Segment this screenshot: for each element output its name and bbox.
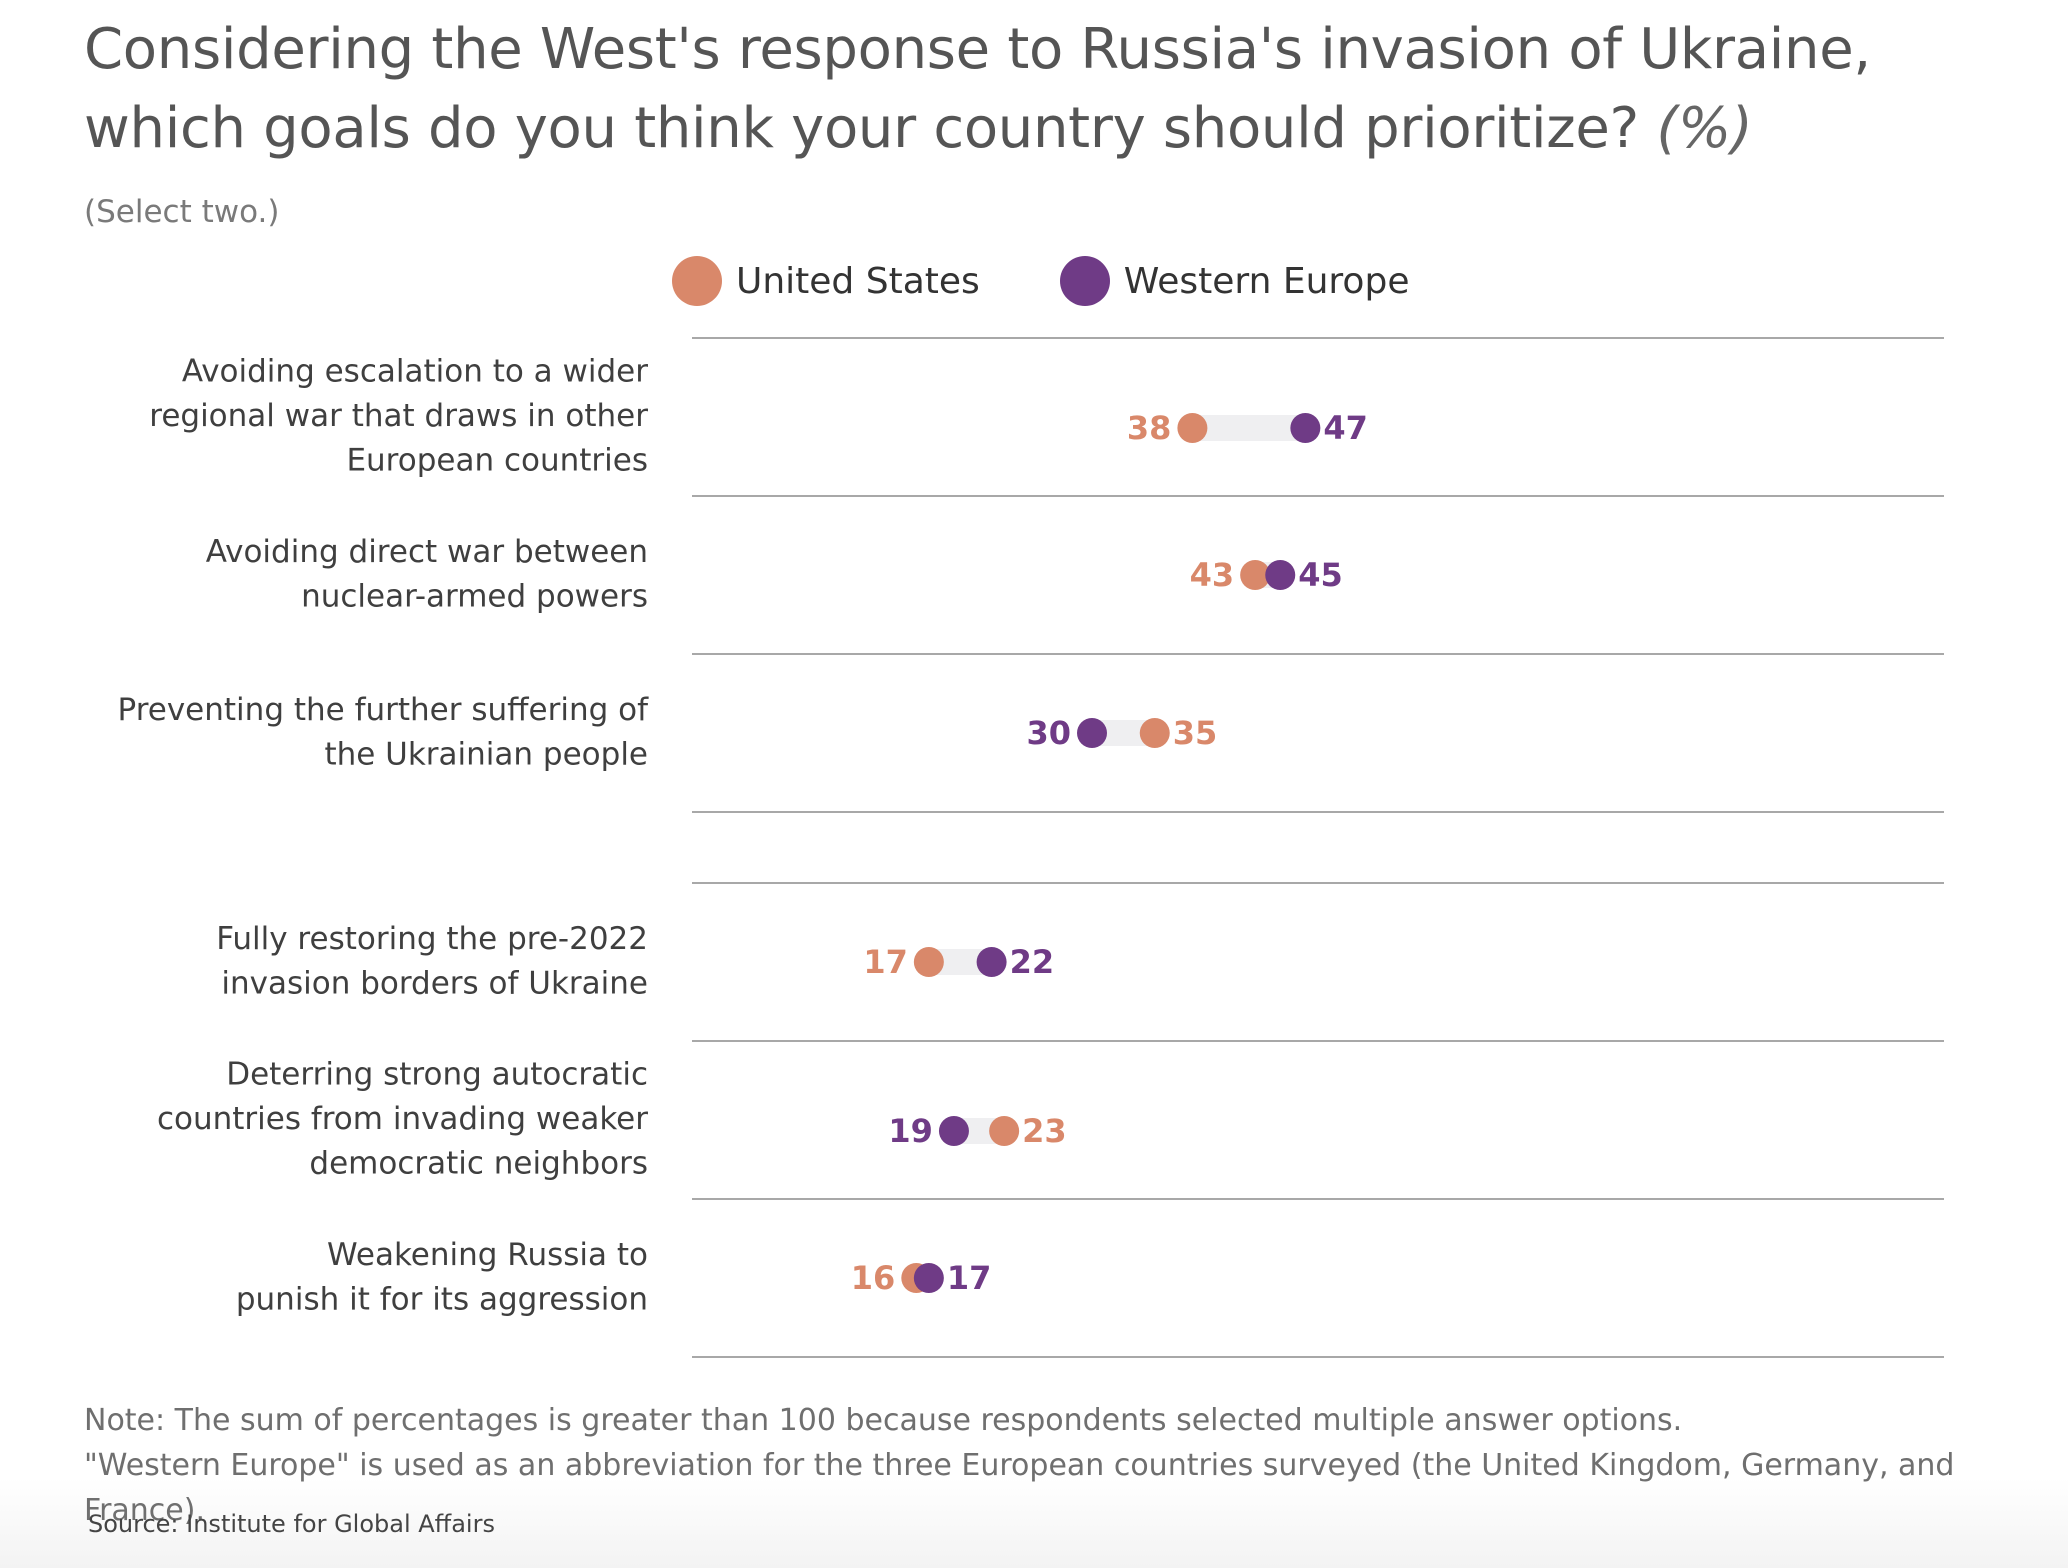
- category-label-line: Avoiding escalation to a wider: [182, 353, 648, 389]
- range-connector: [1192, 415, 1306, 441]
- value-label: 45: [1298, 556, 1343, 594]
- value-label: 19: [888, 1112, 933, 1150]
- dot-western-europe: [913, 1263, 944, 1293]
- dot-western-europe: [938, 1116, 969, 1146]
- value-label: 43: [1190, 556, 1235, 594]
- value-label: 22: [1010, 943, 1055, 981]
- dot-western-europe: [1265, 560, 1296, 590]
- dot-western-europe: [1077, 718, 1107, 748]
- category-label: Avoiding escalation to a wider regional w…: [149, 353, 648, 478]
- dot-united-states: [1139, 718, 1170, 748]
- chart-title-unit: (%): [1656, 96, 1753, 161]
- legend-label-western-europe: Western Europe: [1123, 260, 1410, 302]
- category-label-line: Deterring strong autocratic: [226, 1056, 648, 1092]
- category-label: Weakening Russia to punish it for its agg…: [236, 1236, 648, 1317]
- category-label-line: democratic neighbors: [309, 1145, 648, 1181]
- dot-western-europe: [1290, 413, 1321, 443]
- category-label-line: countries from invading weaker: [157, 1101, 648, 1137]
- value-label: 17: [947, 1259, 992, 1297]
- category-label-line: the Ukrainian people: [324, 736, 648, 772]
- chart-source: Source: Institute for Global Affairs: [88, 1510, 495, 1538]
- legend-item-western-europe: Western Europe: [1059, 256, 1410, 306]
- note-line-western-europe: "Western Europe" is used as an abbreviat…: [84, 1448, 1955, 1528]
- category-label-line: nuclear-armed powers: [301, 578, 648, 614]
- category-label-line: regional war that draws in other: [149, 398, 648, 434]
- dot-united-states: [989, 1116, 1020, 1146]
- legend-item-united-states: United States: [672, 256, 980, 306]
- category-label-line: Weakening Russia to: [327, 1236, 648, 1272]
- chart-legend: United States Western Europe: [672, 255, 1489, 307]
- chart-title: Considering the West's response to Russi…: [84, 10, 1884, 168]
- chart-title-text: Considering the West's response to Russi…: [84, 17, 1871, 161]
- footer-shade: [0, 1478, 2068, 1568]
- category-label: Avoiding direct war between nuclear-armed…: [206, 533, 648, 614]
- value-label: 35: [1173, 714, 1218, 752]
- legend-label-united-states: United States: [736, 260, 980, 302]
- category-label: Preventing the further suffering of the U…: [118, 691, 650, 772]
- note-line-sum: Note: The sum of percentages is greater …: [84, 1403, 1683, 1438]
- value-label: 16: [851, 1259, 896, 1297]
- legend-swatch-united-states: [672, 256, 722, 306]
- legend-swatch-western-europe: [1059, 256, 1110, 306]
- value-label: 38: [1127, 409, 1172, 447]
- value-label: 47: [1323, 409, 1368, 447]
- chart-subtitle: (Select two.): [84, 194, 280, 230]
- category-label-line: invasion borders of Ukraine: [221, 965, 648, 1001]
- category-label-line: punish it for its aggression: [236, 1281, 648, 1317]
- chart-notes: Note: The sum of percentages is greater …: [84, 1398, 2068, 1533]
- value-label: 30: [1026, 714, 1071, 752]
- category-label: Fully restoring the pre-2022 invasion bor…: [216, 920, 648, 1001]
- dot-united-states: [913, 947, 944, 977]
- category-label-line: European countries: [346, 442, 648, 478]
- category-label-line: Preventing the further suffering of: [118, 691, 650, 727]
- dot-united-states: [1240, 560, 1271, 590]
- dot-united-states: [1177, 413, 1208, 443]
- category-label-line: Avoiding direct war between: [206, 533, 648, 569]
- value-label: 17: [863, 943, 908, 981]
- category-label-line: Fully restoring the pre-2022: [216, 920, 648, 956]
- category-label: Deterring strong autocratic countries fro…: [157, 1056, 648, 1181]
- value-label: 23: [1022, 1112, 1067, 1150]
- dot-western-europe: [976, 947, 1007, 977]
